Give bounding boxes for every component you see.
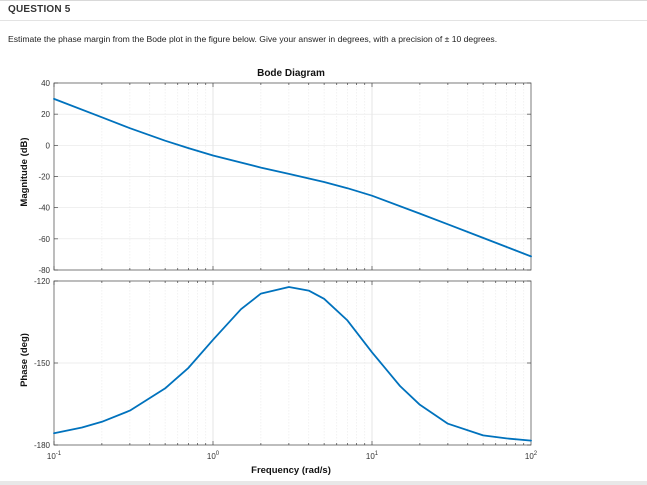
x-tick-label: 10-1 <box>47 451 62 461</box>
magnitude-y-tick-label: 40 <box>41 79 50 88</box>
magnitude-y-tick-label: -40 <box>38 204 50 213</box>
phase-y-tick-label: -120 <box>34 277 51 286</box>
question-header: QUESTION 5 <box>8 4 71 15</box>
x-tick-label: 101 <box>366 451 379 461</box>
magnitude-y-tick-label: -60 <box>38 235 50 244</box>
x-axis-label: Frequency (rad/s) <box>251 465 331 476</box>
top-border <box>0 0 647 1</box>
bottom-border <box>0 481 647 485</box>
magnitude-series-line <box>53 98 532 258</box>
magnitude-y-label: Magnitude (dB) <box>19 137 30 206</box>
phase-y-label: Phase (deg) <box>19 333 30 387</box>
phase-y-tick-label: -180 <box>34 441 51 450</box>
magnitude-y-tick-label: 0 <box>46 141 51 150</box>
phase-y-tick-label: -150 <box>34 359 51 368</box>
magnitude-y-tick-label: -20 <box>38 173 50 182</box>
header-divider <box>0 20 647 21</box>
x-tick-label: 100 <box>207 451 220 461</box>
magnitude-y-tick-label: 20 <box>41 110 50 119</box>
magnitude-y-tick-label: -80 <box>38 266 50 275</box>
chart-title: Bode Diagram <box>257 68 325 79</box>
phase-series-line <box>53 286 532 442</box>
question-text: Estimate the phase margin from the Bode … <box>8 34 498 44</box>
x-tick-label: 102 <box>525 451 538 461</box>
